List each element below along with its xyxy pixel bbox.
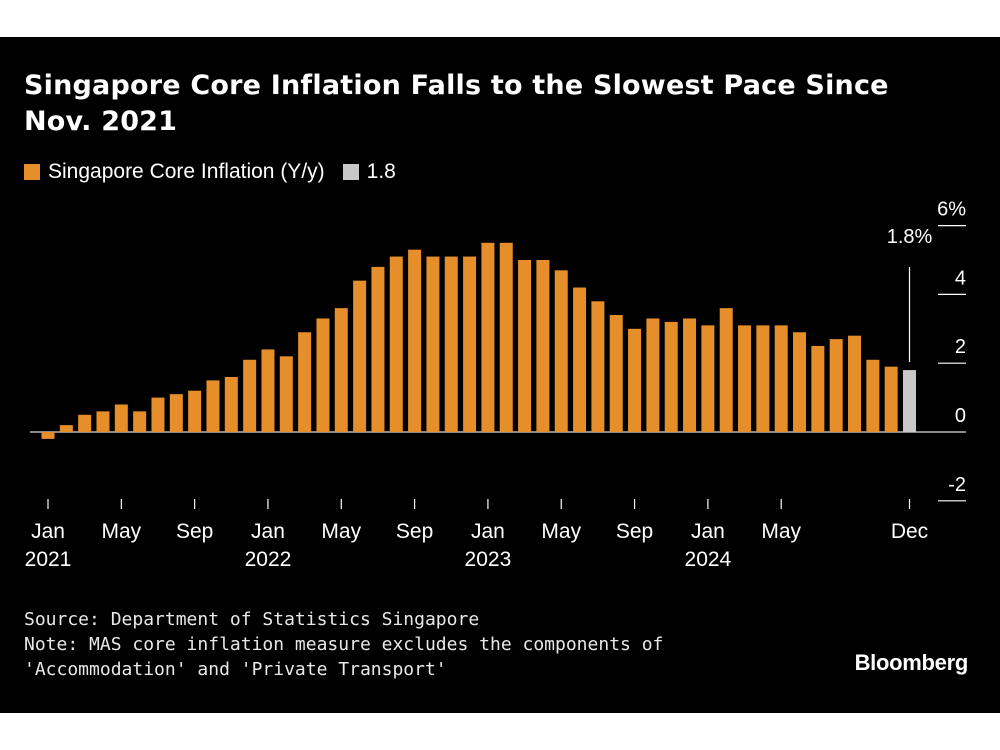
bar bbox=[41, 432, 55, 439]
bar bbox=[96, 411, 110, 432]
x-tick-label: Sep bbox=[396, 520, 433, 543]
bar bbox=[151, 397, 165, 432]
bar bbox=[756, 325, 770, 432]
bar bbox=[426, 256, 440, 432]
x-tick-label: May bbox=[101, 520, 141, 543]
bar-highlight bbox=[903, 370, 917, 432]
chart-panel: Singapore Core Inflation Falls to the Sl… bbox=[0, 37, 1000, 713]
x-tick-label: May bbox=[541, 520, 581, 543]
x-tick-label: Sep bbox=[176, 520, 213, 543]
x-tick-year-label: 2021 bbox=[25, 548, 72, 571]
bar bbox=[224, 376, 238, 432]
legend-swatch-latest bbox=[342, 164, 359, 180]
x-tick-label: Sep bbox=[616, 520, 653, 543]
y-tick-label: 2 bbox=[955, 336, 966, 358]
bar bbox=[463, 256, 477, 432]
y-tick-label: 6% bbox=[937, 199, 966, 221]
bar bbox=[481, 242, 495, 432]
bar bbox=[664, 321, 678, 432]
bar bbox=[554, 270, 568, 432]
bar bbox=[408, 249, 422, 432]
bar bbox=[609, 315, 623, 432]
bar bbox=[701, 325, 715, 432]
note-line-2: 'Accommodation' and 'Private Transport' bbox=[24, 659, 447, 680]
bar bbox=[829, 339, 843, 432]
bar bbox=[444, 256, 458, 432]
x-tick-year-label: 2023 bbox=[465, 548, 512, 571]
bloomberg-logo: Bloomberg bbox=[854, 650, 969, 675]
bar bbox=[499, 242, 513, 432]
x-tick-label: Jan bbox=[31, 520, 65, 543]
chart-title: Singapore Core Inflation Falls to the Sl… bbox=[24, 70, 889, 137]
x-tick-label: May bbox=[321, 520, 361, 543]
bar bbox=[884, 366, 898, 432]
legend: Singapore Core Inflation (Y/y) 1.8 bbox=[24, 159, 414, 185]
bar bbox=[793, 332, 807, 432]
bar bbox=[866, 359, 880, 432]
bar bbox=[774, 325, 788, 432]
legend-item-core-inflation: Singapore Core Inflation (Y/y) bbox=[24, 160, 325, 184]
bar bbox=[261, 349, 275, 432]
legend-label-core-inflation: Singapore Core Inflation (Y/y) bbox=[48, 160, 325, 183]
bar bbox=[169, 394, 183, 432]
bar bbox=[316, 318, 330, 432]
bar bbox=[811, 346, 825, 432]
bar bbox=[738, 325, 752, 432]
x-tick-label: May bbox=[761, 520, 801, 543]
footer-notes: Source: Department of Statistics Singapo… bbox=[24, 607, 663, 682]
legend-item-latest: 1.8 bbox=[342, 160, 396, 184]
annotation-label: 1.8% bbox=[887, 226, 933, 248]
bar bbox=[206, 380, 220, 432]
legend-swatch-core-inflation bbox=[24, 164, 40, 180]
bar bbox=[628, 328, 642, 432]
bar bbox=[371, 266, 385, 432]
x-tick-label: Jan bbox=[691, 520, 725, 543]
x-tick-year-label: 2024 bbox=[685, 548, 732, 571]
bar bbox=[59, 425, 73, 432]
bar bbox=[114, 404, 128, 432]
bar bbox=[334, 308, 348, 432]
bar bbox=[389, 256, 403, 432]
bar bbox=[518, 260, 532, 432]
bar bbox=[591, 301, 605, 432]
bar bbox=[573, 287, 587, 432]
x-tick-label: Dec bbox=[891, 520, 928, 543]
y-tick-label: -2 bbox=[948, 474, 966, 496]
x-tick-label: Jan bbox=[251, 520, 285, 543]
bar bbox=[188, 390, 202, 432]
bar bbox=[133, 411, 147, 432]
x-tick-year-label: 2022 bbox=[245, 548, 292, 571]
x-tick-label: Jan bbox=[471, 520, 505, 543]
note-line-1: Note: MAS core inflation measure exclude… bbox=[24, 634, 664, 655]
y-tick-label: 4 bbox=[955, 267, 966, 289]
bar bbox=[243, 359, 257, 432]
bar bbox=[719, 308, 733, 432]
bar bbox=[78, 414, 92, 432]
bar bbox=[683, 318, 697, 432]
bar bbox=[646, 318, 660, 432]
bar bbox=[279, 356, 293, 432]
bar bbox=[536, 260, 550, 432]
bar-chart: 1.8%6% 4 2 0 -2 Jan 2021 May Sep Jan 2022 May Sep Jan… bbox=[25, 199, 967, 571]
bar bbox=[353, 280, 367, 432]
legend-label-latest: 1.8 bbox=[366, 160, 396, 183]
source-text: Source: Department of Statistics Singapo… bbox=[24, 609, 480, 630]
bar bbox=[298, 332, 312, 432]
bar bbox=[848, 335, 862, 432]
y-tick-label: 0 bbox=[955, 405, 966, 427]
